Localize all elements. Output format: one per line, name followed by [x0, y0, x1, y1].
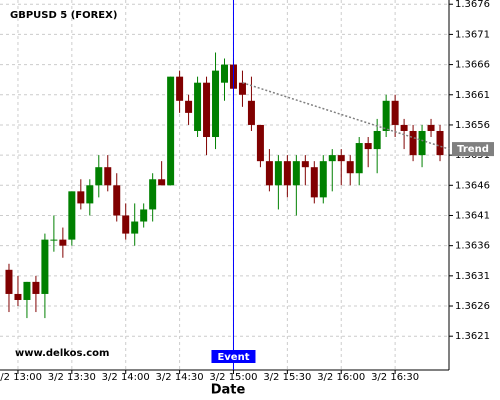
x-tick-label: 3/2 14:00	[102, 372, 150, 383]
x-tick-label: 3/2 13:30	[48, 372, 96, 383]
candle-body	[319, 161, 327, 198]
candle-body	[382, 100, 390, 131]
candle-body	[68, 191, 76, 240]
candle-body	[283, 161, 291, 186]
trend-label: Trend	[457, 144, 489, 155]
x-axis-label: Date	[211, 383, 246, 398]
candle-body	[50, 239, 58, 241]
y-tick-label: 1.3676	[455, 0, 490, 10]
candle-body	[122, 215, 130, 234]
candle-body	[113, 185, 121, 216]
candle-body	[256, 124, 264, 162]
candle-body	[5, 269, 13, 294]
candle-body	[400, 124, 408, 131]
candle-body	[149, 179, 157, 210]
y-tick-label: 1.3631	[455, 271, 490, 282]
candle-body	[274, 161, 282, 186]
y-tick-label: 1.3636	[455, 241, 490, 252]
watermark: www.delkos.com	[15, 348, 109, 359]
candle-body	[77, 191, 85, 204]
x-tick-label: 3/2 13:00	[0, 372, 42, 383]
candle-body	[265, 161, 273, 186]
candle-body	[23, 281, 31, 300]
x-tick-label: 3/2 16:00	[317, 372, 365, 383]
y-tick-label: 1.3671	[455, 29, 490, 40]
y-tick-label: 1.3626	[455, 301, 490, 312]
candle-body	[418, 130, 426, 156]
candle-body	[194, 82, 202, 131]
candle-body	[131, 221, 139, 234]
candle-body	[238, 82, 246, 95]
candle-body	[292, 161, 300, 186]
candle-body	[158, 179, 166, 186]
candle-body	[328, 155, 336, 162]
candle-body	[301, 161, 309, 168]
candle-body	[221, 64, 228, 83]
candle-body	[185, 100, 193, 113]
event-label: Event	[217, 352, 249, 363]
candle-body	[104, 167, 112, 186]
candle-body	[337, 155, 345, 162]
x-tick-label: 3/2 16:30	[371, 372, 419, 383]
candle-body	[436, 130, 444, 156]
candle-body	[86, 185, 94, 204]
y-tick-label: 1.3646	[455, 180, 490, 191]
y-tick-label: 1.3641	[455, 210, 490, 221]
trend-line	[242, 81, 450, 150]
x-tick-label: 3/2 15:30	[263, 372, 311, 383]
y-tick-label: 1.3621	[455, 331, 490, 342]
candle-body	[310, 167, 318, 198]
x-tick-label: 3/2 15:00	[209, 372, 257, 383]
candle-body	[176, 76, 184, 101]
candle-body	[32, 281, 40, 294]
candle-body	[247, 100, 255, 125]
candle-body	[167, 76, 175, 186]
candle-body	[364, 143, 372, 150]
candle-body	[212, 70, 220, 138]
y-tick-label: 1.3666	[455, 60, 490, 71]
x-tick-label: 3/2 14:30	[156, 372, 204, 383]
event-label-box	[211, 350, 256, 363]
y-tick-label: 1.3656	[455, 120, 490, 131]
candle-body	[391, 100, 399, 125]
candle-body	[427, 124, 435, 131]
chart-title: GBPUSD 5 (FOREX)	[10, 10, 117, 21]
candle-body	[373, 130, 381, 150]
candle-body	[140, 209, 148, 222]
candle-body	[203, 82, 211, 138]
candle-body	[355, 143, 363, 174]
candle-body	[41, 239, 49, 294]
candle-body	[14, 293, 22, 300]
candle-body	[346, 161, 354, 174]
candle-body	[409, 130, 417, 156]
candle-body	[59, 239, 67, 246]
y-tick-label: 1.3661	[455, 90, 490, 101]
trend-label-box	[452, 142, 494, 157]
candle-body	[95, 167, 103, 186]
